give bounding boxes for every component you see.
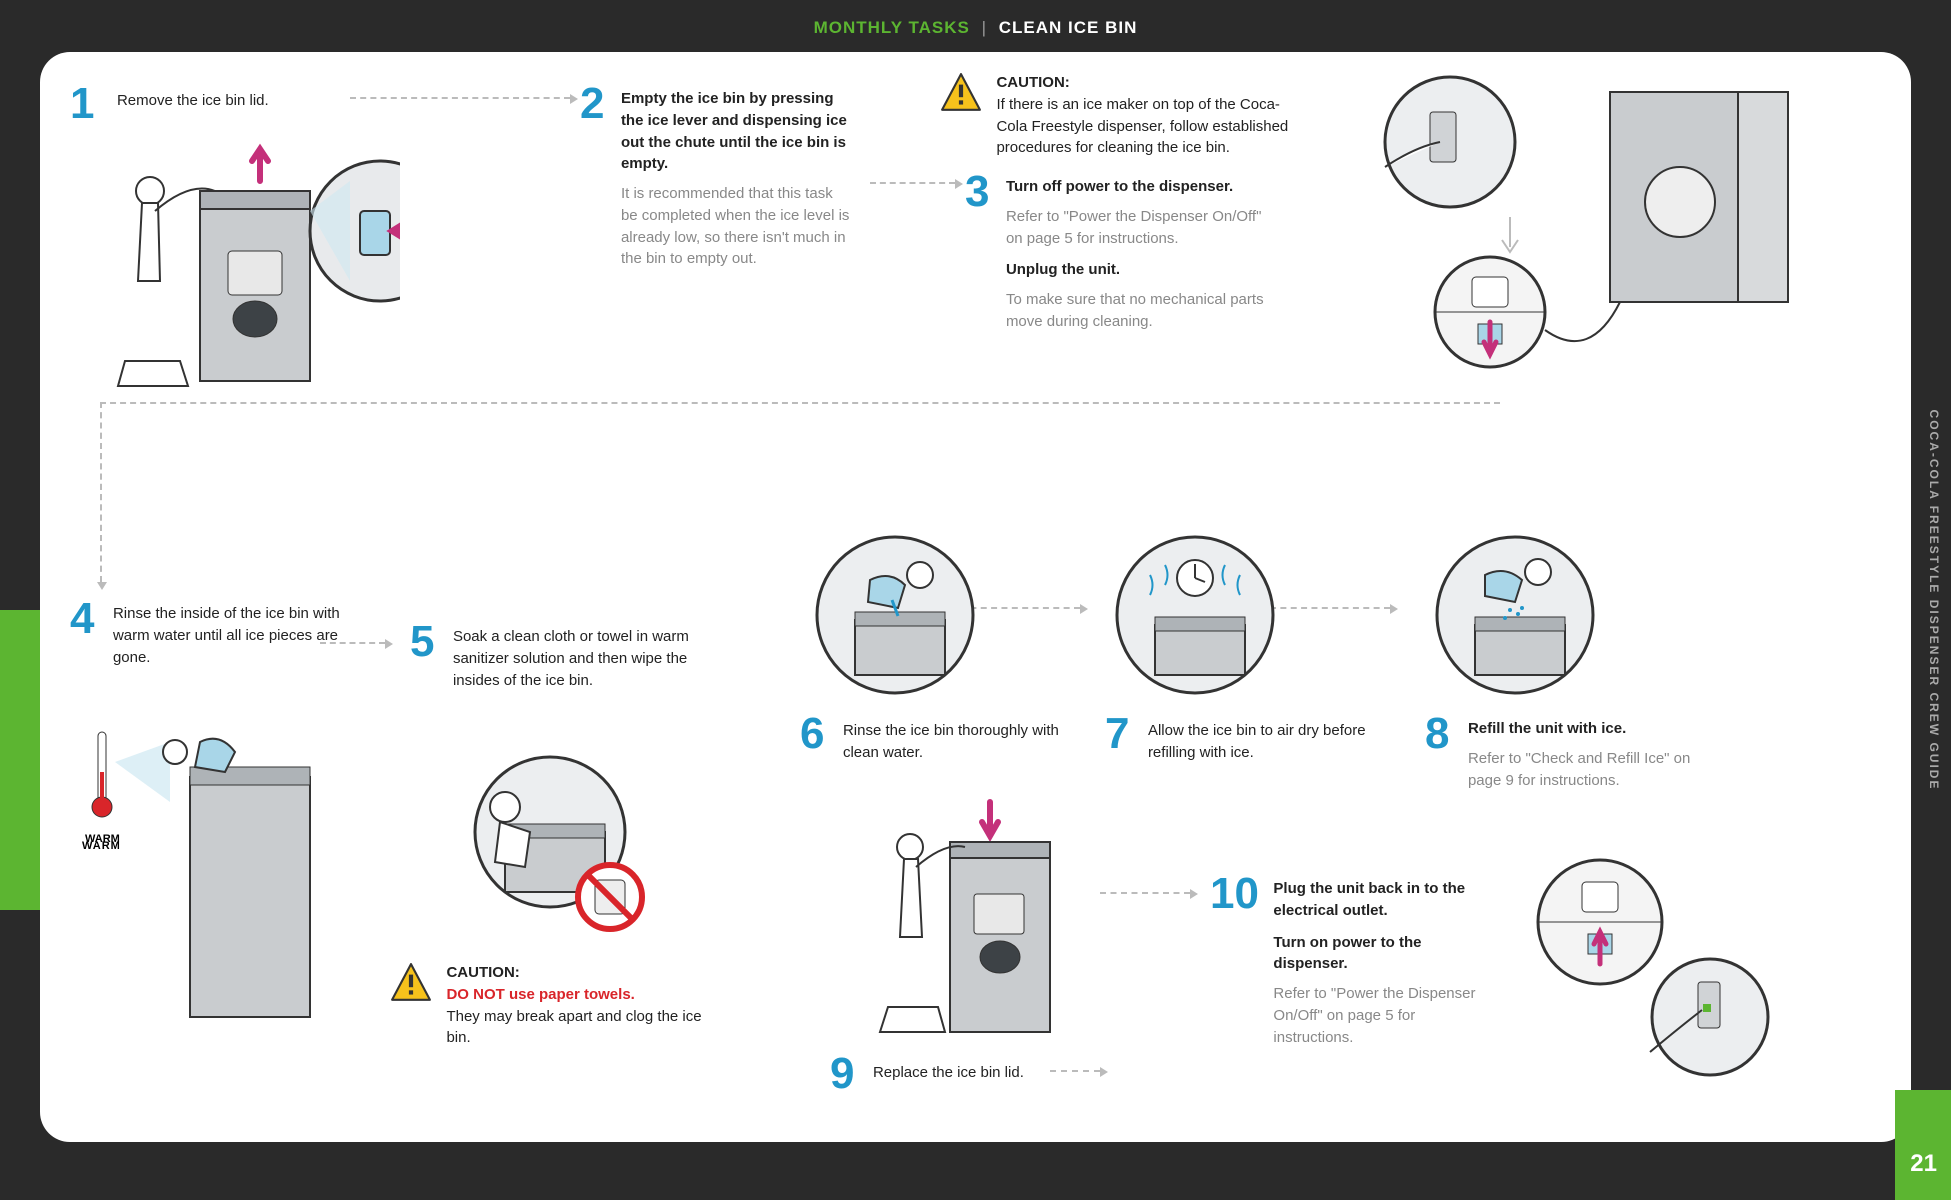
step-10-bold2: Turn on power to the dispenser.: [1273, 932, 1493, 976]
step-4-number: 4: [70, 597, 94, 641]
header-separator: |: [982, 18, 987, 37]
warning-icon: [940, 72, 982, 114]
step-3-number: 3: [965, 170, 989, 214]
step-5-number: 5: [410, 620, 434, 664]
step-4-illustration: WARM WARM: [80, 712, 340, 1037]
caution-bottom-title: CAUTION:: [446, 962, 716, 984]
step-2-number: 2: [580, 82, 604, 126]
step-7-illustration: [1110, 530, 1280, 705]
page-number: 21: [1910, 1150, 1937, 1178]
step-8: 8 Refill the unit with ice. Refer to "Ch…: [1425, 712, 1725, 791]
step-1-text: Remove the ice bin lid.: [117, 82, 377, 112]
step-4: 4 Rinse the inside of the ice bin with w…: [70, 597, 370, 668]
step-7-text: Allow the ice bin to air dry before refi…: [1148, 712, 1368, 764]
connector: [1100, 892, 1190, 894]
step-3-sub2: To make sure that no mechanical parts mo…: [1006, 289, 1266, 333]
step-7-number: 7: [1105, 712, 1129, 756]
step-8-bold: Refill the unit with ice.: [1468, 718, 1708, 740]
step-10-sub: Refer to "Power the Dispenser On/Off" on…: [1273, 983, 1493, 1048]
step-8-number: 8: [1425, 712, 1449, 756]
step-10: 10 Plug the unit back in to the electric…: [1210, 872, 1510, 1048]
page-header: MONTHLY TASKS | CLEAN ICE BIN: [0, 0, 1951, 52]
step-10-bold1: Plug the unit back in to the electrical …: [1273, 878, 1493, 922]
step-6: 6 Rinse the ice bin thoroughly with clea…: [800, 712, 1080, 764]
connector: [1050, 1070, 1100, 1072]
step-5: 5 Soak a clean cloth or towel in warm sa…: [410, 620, 710, 691]
warm-label-text: WARM: [82, 840, 121, 852]
warning-icon: [390, 962, 432, 1004]
step-6-text: Rinse the ice bin thoroughly with clean …: [843, 712, 1063, 764]
step-1-illustration: [70, 141, 400, 401]
step-9-number: 9: [830, 1052, 854, 1096]
step-7: 7 Allow the ice bin to air dry before re…: [1105, 712, 1385, 764]
step-5-text: Soak a clean cloth or towel in warm sani…: [453, 620, 693, 691]
caution-top-title: CAUTION:: [996, 72, 1306, 94]
step-6-number: 6: [800, 712, 824, 756]
step-4-text: Rinse the inside of the ice bin with war…: [113, 597, 343, 668]
connector: [1270, 607, 1390, 609]
caution-bottom-body: They may break apart and clog the ice bi…: [446, 1006, 716, 1050]
caution-bottom: CAUTION: DO NOT use paper towels. They m…: [390, 962, 730, 1049]
header-title: CLEAN ICE BIN: [999, 18, 1138, 37]
step-2-sub: It is recommended that this task be comp…: [621, 183, 851, 270]
caution-top: CAUTION: If there is an ice maker on top…: [940, 72, 1320, 159]
step-3: 3 Turn off power to the dispenser. Refer…: [965, 170, 1285, 333]
step-6-illustration: [810, 530, 980, 705]
step-8-illustration: [1430, 530, 1600, 705]
connector: [100, 402, 1500, 404]
step-8-sub: Refer to "Check and Refill Ice" on page …: [1468, 748, 1708, 792]
caution-top-body: If there is an ice maker on top of the C…: [996, 94, 1306, 159]
step-3-bold1: Turn off power to the dispenser.: [1006, 176, 1266, 198]
step-9-illustration: [870, 792, 1070, 1057]
step-3-illustrations: [1360, 72, 1820, 377]
step-9-text: Replace the ice bin lid.: [873, 1052, 1103, 1084]
left-green-tab: [0, 610, 40, 910]
header-section: MONTHLY TASKS: [814, 18, 970, 37]
step-10-number: 10: [1210, 872, 1259, 916]
step-1: 1 Remove the ice bin lid.: [70, 82, 420, 401]
connector: [870, 182, 955, 184]
step-3-bold2: Unplug the unit.: [1006, 259, 1266, 281]
step-10-illustration: [1520, 852, 1780, 1087]
right-green-tab: [1895, 1090, 1951, 1200]
step-1-number: 1: [70, 82, 94, 126]
step-5-illustration: [430, 752, 690, 957]
side-guide-text: COCA-COLA FREESTYLE DISPENSER CREW GUIDE: [1927, 410, 1941, 791]
caution-bottom-red: DO NOT use paper towels.: [446, 984, 716, 1006]
content-card: 1 Remove the ice bin lid.: [40, 52, 1911, 1142]
step-2: 2 Empty the ice bin by pressing the ice …: [580, 82, 860, 270]
connector: [100, 402, 102, 582]
step-2-bold: Empty the ice bin by pressing the ice le…: [621, 88, 851, 175]
step-3-sub1: Refer to "Power the Dispenser On/Off" on…: [1006, 206, 1266, 250]
